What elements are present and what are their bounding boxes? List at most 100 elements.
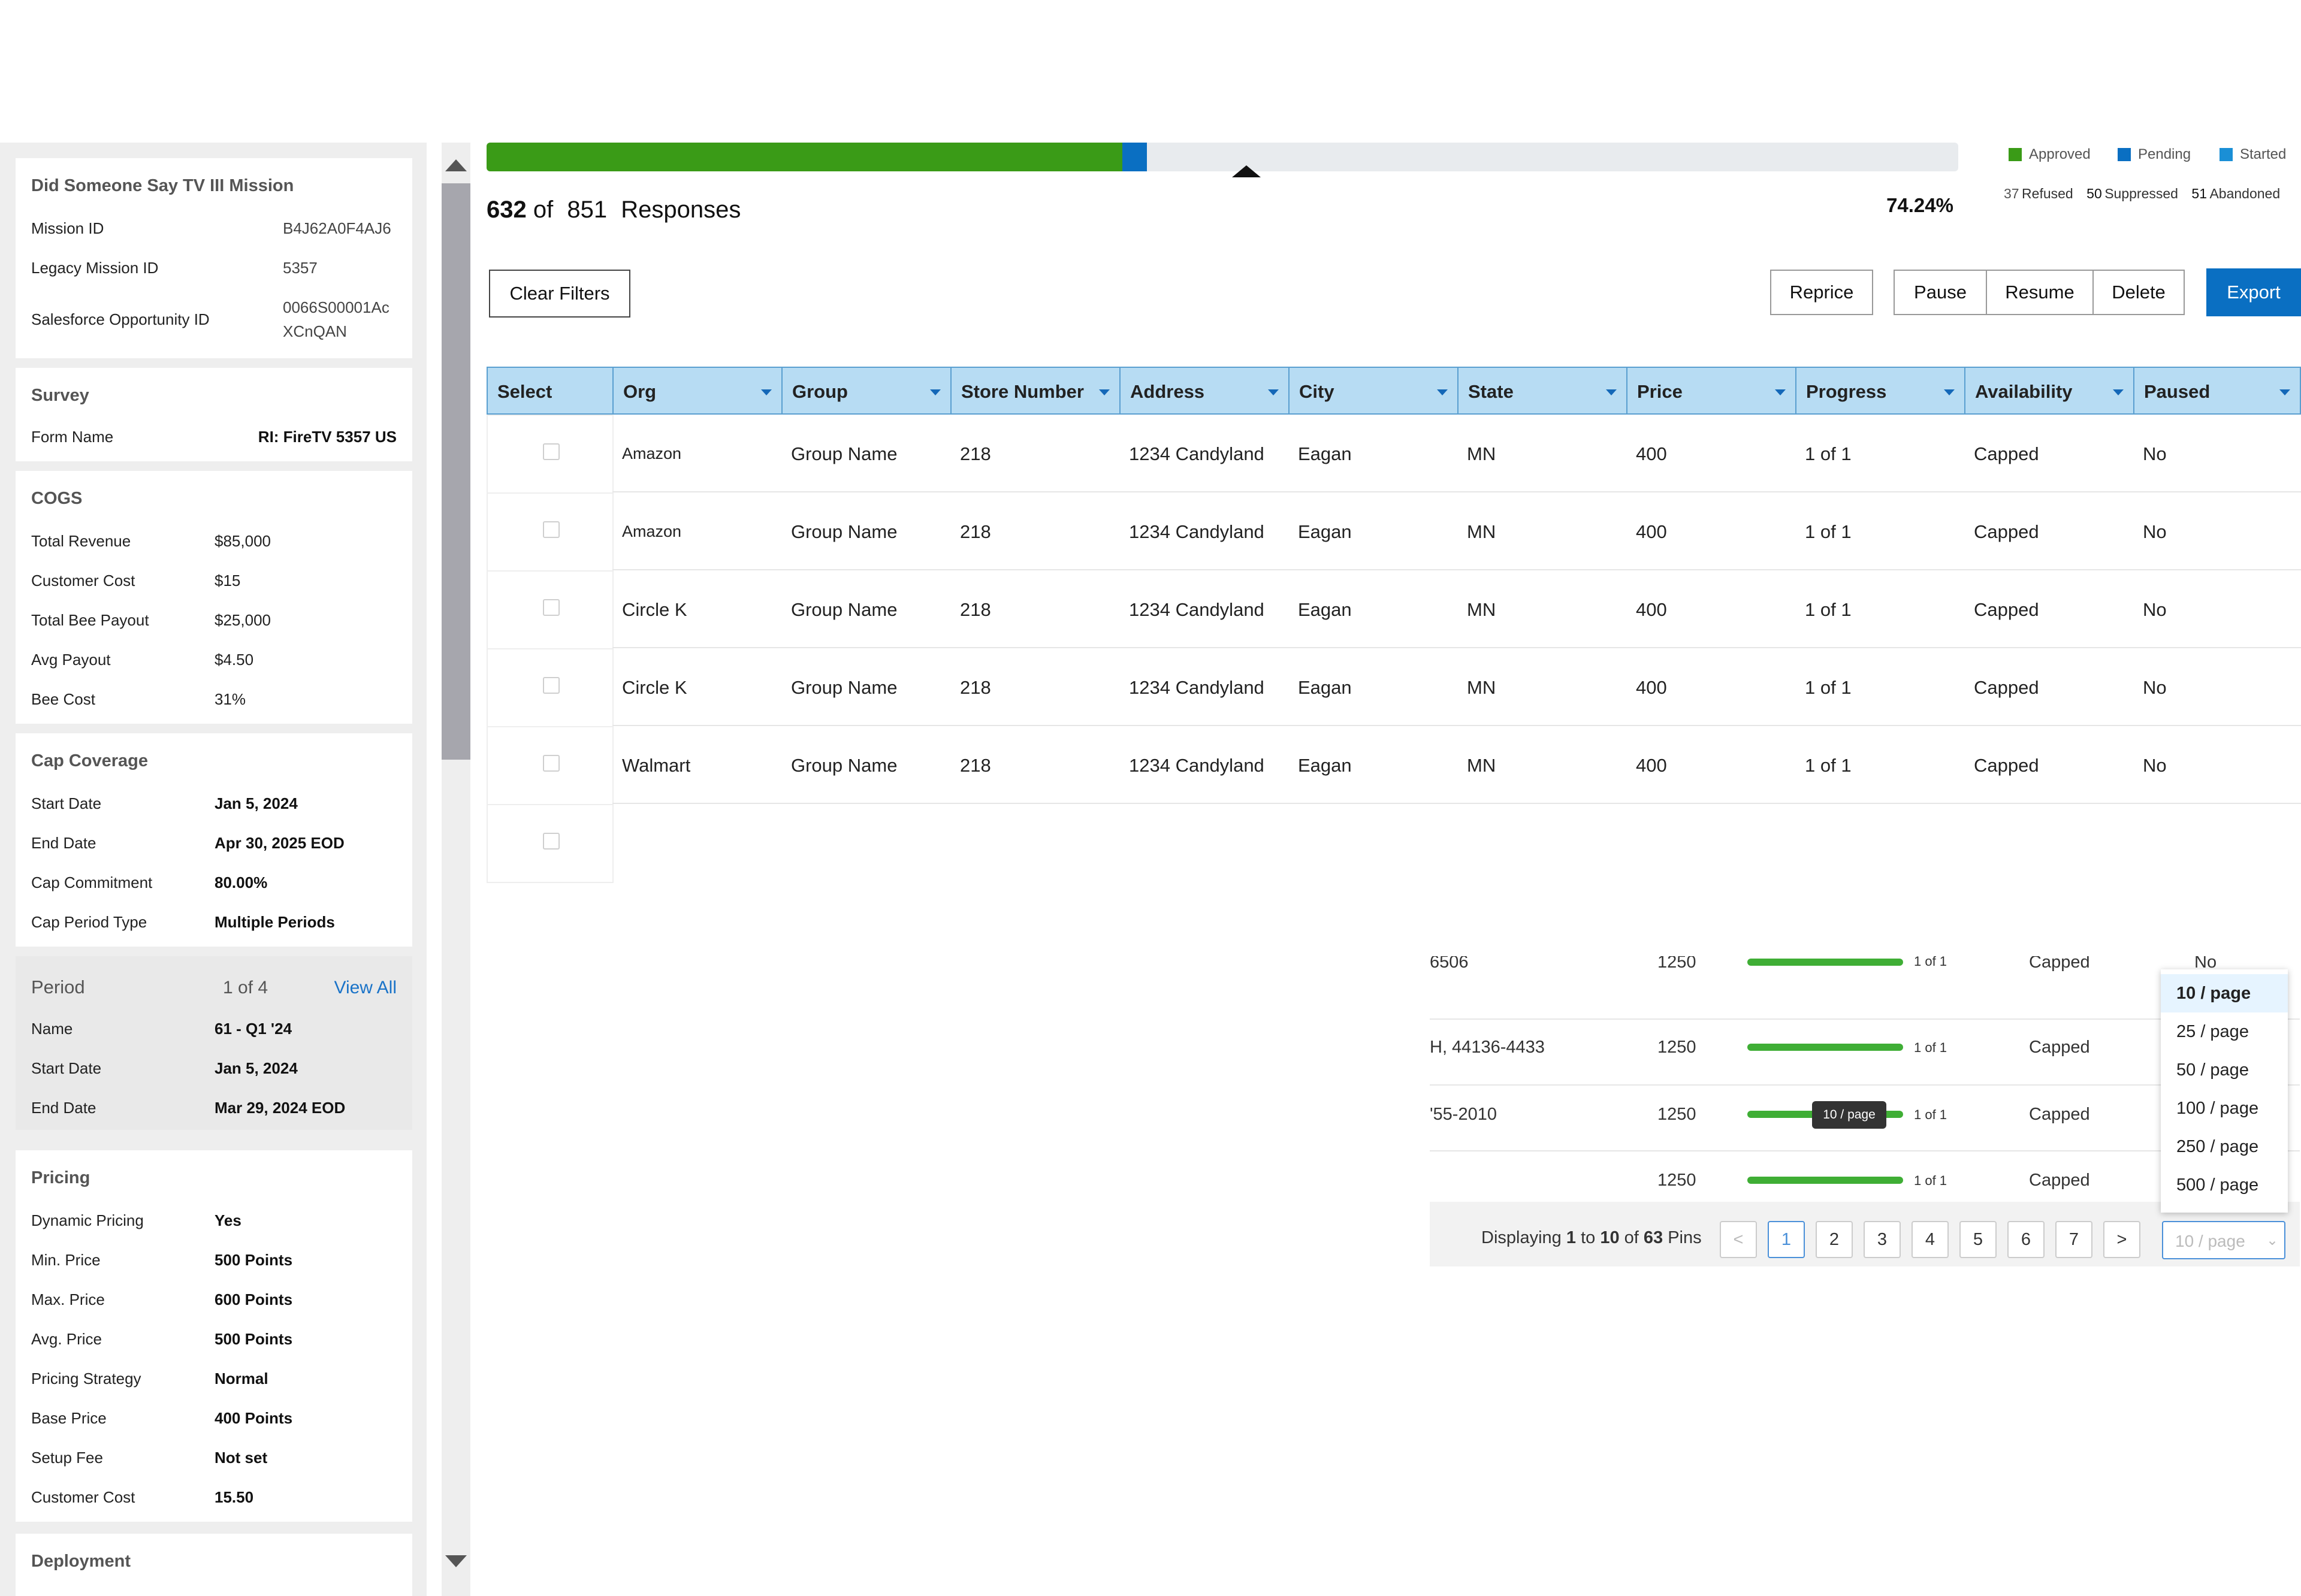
table-row[interactable]: '55-2010 1250 1 of 1 Capped 10 / page [1430, 1084, 2300, 1151]
next-page-button[interactable]: > [2103, 1221, 2140, 1258]
table-row[interactable]: Walmart Group Name 218 1234 Candyland Ea… [612, 726, 2301, 804]
cogs-label: Bee Cost [31, 690, 95, 708]
responses-of: of [533, 197, 554, 223]
cell-text: No [2143, 677, 2167, 698]
page-size-option[interactable]: 25 / page [2161, 1012, 2288, 1051]
cell-org: Circle K [612, 570, 781, 648]
cell-address: 1234 Candyland [1119, 570, 1288, 648]
sort-caret-icon[interactable] [1944, 389, 1955, 395]
page-button[interactable]: 4 [1912, 1221, 1949, 1258]
pause-button[interactable]: Pause [1894, 270, 1987, 315]
column-header-address[interactable]: Address [1119, 367, 1290, 415]
survey-title: Survey [31, 386, 89, 405]
column-header-city[interactable]: City [1288, 367, 1458, 415]
table-row[interactable]: Amazon Group Name 218 1234 Candyland Eag… [612, 492, 2301, 570]
refused-label: Refused [2022, 186, 2073, 201]
page-button[interactable]: 3 [1864, 1221, 1901, 1258]
page-size-select[interactable]: 10 / page ⌄ [2162, 1221, 2285, 1259]
column-header-select[interactable]: Select [487, 367, 614, 415]
page-button[interactable]: 7 [2055, 1221, 2092, 1258]
page-size-option[interactable]: 500 / page [2161, 1166, 2288, 1204]
responses-progress-bar [487, 143, 1958, 171]
sort-caret-icon[interactable] [1775, 389, 1786, 395]
cell-paused: No [2133, 415, 2301, 492]
sort-caret-icon[interactable] [930, 389, 941, 395]
column-header-availability[interactable]: Availability [1964, 367, 2134, 415]
column-header-org[interactable]: Org [612, 367, 783, 415]
to-word: to [1581, 1228, 1596, 1247]
cell-text: Eagan [1298, 599, 1352, 620]
cell-text: 1234 Candyland [1129, 755, 1264, 776]
header-label: Group [792, 381, 848, 402]
page-size-option[interactable]: 250 / page [2161, 1128, 2288, 1166]
legend-started: Started [2220, 146, 2286, 163]
table-row[interactable]: Circle K Group Name 218 1234 Candyland E… [612, 570, 2301, 648]
row-checkbox[interactable] [543, 521, 560, 538]
legend-label: Started [2240, 146, 2287, 162]
export-button[interactable]: Export [2206, 268, 2301, 316]
row-checkbox[interactable] [543, 833, 560, 850]
column-header-group[interactable]: Group [781, 367, 952, 415]
cell-paused: No [2133, 648, 2301, 726]
salesforce-id-value-line1: 0066S00001Ac [283, 298, 389, 316]
cell-text: Eagan [1298, 443, 1352, 464]
period-value: Mar 29, 2024 EOD [215, 1099, 346, 1117]
page-size-option[interactable]: 10 / page [2161, 974, 2288, 1012]
column-header-progress[interactable]: Progress [1795, 367, 1965, 415]
sort-caret-icon[interactable] [1268, 389, 1279, 395]
page-button[interactable]: 1 [1768, 1221, 1805, 1258]
page-button[interactable]: 6 [2007, 1221, 2045, 1258]
responses-percent: 74.24% [1886, 194, 1953, 216]
legacy-mission-id-label: Legacy Mission ID [31, 259, 159, 277]
page-button[interactable]: 2 [1816, 1221, 1853, 1258]
row-checkbox[interactable] [543, 755, 560, 772]
table-row[interactable]: 1250 1 of 1 Capped [1430, 1150, 2300, 1202]
reprice-button[interactable]: Reprice [1770, 270, 1873, 315]
sort-caret-icon[interactable] [2279, 389, 2290, 395]
column-header-store-number[interactable]: Store Number [950, 367, 1121, 415]
column-header-price[interactable]: Price [1626, 367, 1796, 415]
progress-bar [1747, 1044, 1903, 1051]
table-row[interactable]: Amazon Group Name 218 1234 Candyland Eag… [612, 415, 2301, 492]
cell-city: Eagan [1288, 570, 1457, 648]
row-checkbox[interactable] [543, 443, 560, 460]
resume-button[interactable]: Resume [1986, 270, 2094, 315]
prev-page-button[interactable]: < [1720, 1221, 1757, 1258]
address-fragment: '55-2010 [1430, 1105, 1497, 1124]
legend-approved: Approved [2009, 146, 2091, 163]
column-header-state[interactable]: State [1457, 367, 1627, 415]
select-cell [487, 570, 614, 649]
table-row[interactable]: H, 44136-4433 1250 1 of 1 Capped [1430, 1018, 2300, 1086]
legend-pending: Pending [2118, 146, 2191, 163]
cell-text: Eagan [1298, 521, 1352, 542]
sort-caret-icon[interactable] [761, 389, 772, 395]
cell-text: 400 [1636, 443, 1667, 464]
clear-filters-button[interactable]: Clear Filters [489, 270, 630, 318]
delete-button[interactable]: Delete [2092, 270, 2185, 315]
refused-count: 37 [2004, 186, 2019, 201]
column-header-paused[interactable]: Paused [2133, 367, 2301, 415]
cell-store-number: 218 [950, 570, 1119, 648]
sort-caret-icon[interactable] [1606, 389, 1617, 395]
view-all-link[interactable]: View All [334, 978, 397, 998]
period-value: Jan 5, 2024 [215, 1059, 298, 1077]
started-swatch [2220, 148, 2233, 161]
page-size-option[interactable]: 50 / page [2161, 1051, 2288, 1089]
scroll-up-arrow-icon[interactable] [445, 159, 467, 171]
table-row[interactable]: 6506 1250 1 of 1 Capped No [1430, 956, 2300, 1020]
salesforce-id-label: Salesforce Opportunity ID [31, 310, 210, 328]
scroll-down-arrow-icon[interactable] [445, 1555, 467, 1567]
cell-text: 1234 Candyland [1129, 443, 1264, 464]
availability-cell: Capped [2029, 1105, 2090, 1124]
cell-text: MN [1467, 755, 1496, 776]
scrollbar-thumb[interactable] [442, 183, 470, 760]
row-checkbox[interactable] [543, 599, 560, 616]
page-size-option[interactable]: 100 / page [2161, 1089, 2288, 1128]
table-row[interactable]: Circle K Group Name 218 1234 Candyland E… [612, 648, 2301, 726]
page-button[interactable]: 5 [1959, 1221, 1997, 1258]
row-checkbox[interactable] [543, 677, 560, 694]
cell-org: Amazon [612, 415, 781, 492]
sort-caret-icon[interactable] [1437, 389, 1448, 395]
sort-caret-icon[interactable] [1099, 389, 1110, 395]
sort-caret-icon[interactable] [2113, 389, 2124, 395]
